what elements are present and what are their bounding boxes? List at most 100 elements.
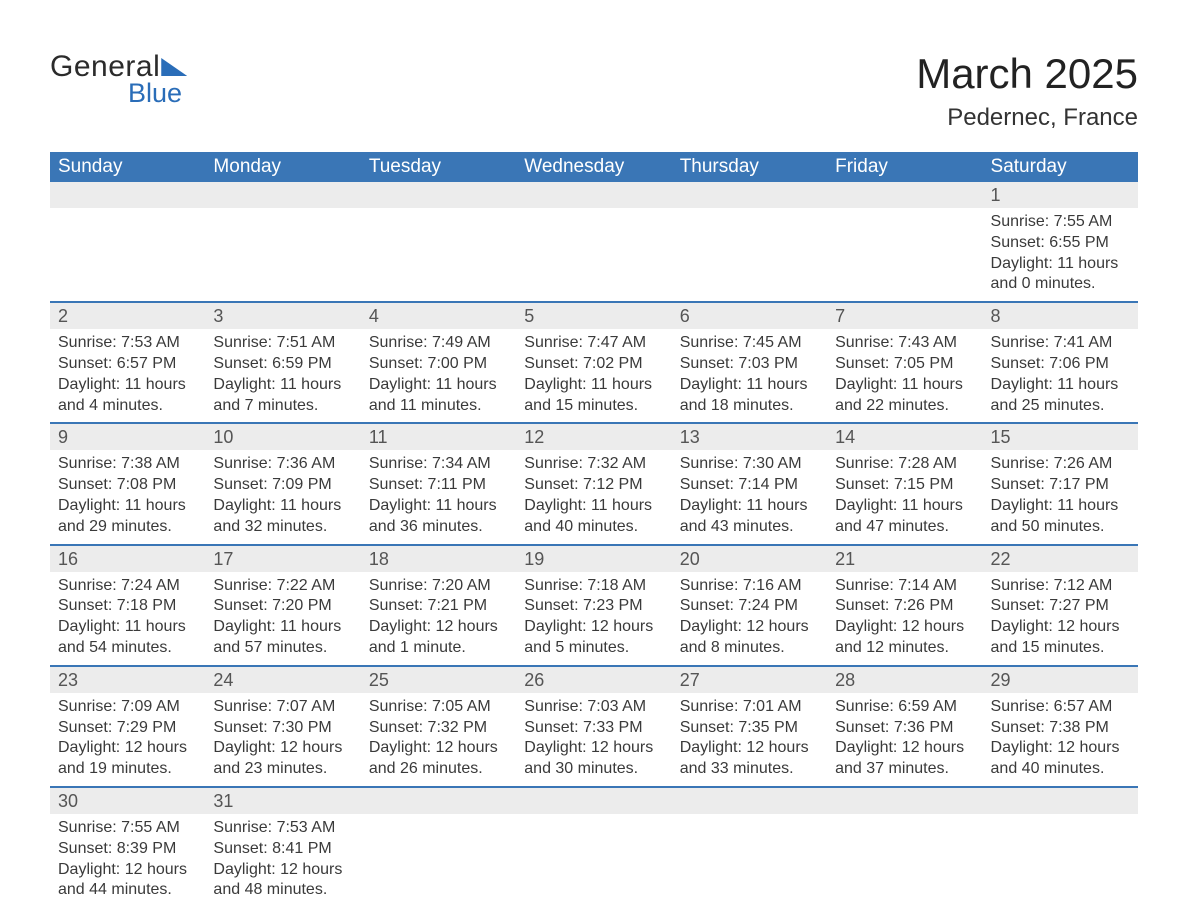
day-number-bar (827, 182, 982, 208)
daylight-line: Daylight: 11 hours and 22 minutes. (835, 375, 974, 417)
day-number-bar: 8 (983, 301, 1138, 329)
sunrise-line: Sunrise: 7:16 AM (680, 576, 819, 597)
sunset-line: Sunset: 6:57 PM (58, 354, 197, 375)
day-number-bar (50, 182, 205, 208)
day-number-bar: 3 (205, 301, 360, 329)
day-details: Sunrise: 7:09 AMSunset: 7:29 PMDaylight:… (50, 693, 205, 786)
daylight-line: Daylight: 12 hours and 19 minutes. (58, 738, 197, 780)
sunset-line: Sunset: 7:09 PM (213, 475, 352, 496)
daylight-line: Daylight: 11 hours and 29 minutes. (58, 496, 197, 538)
day-details: Sunrise: 6:57 AMSunset: 7:38 PMDaylight:… (983, 693, 1138, 786)
sunset-line: Sunset: 7:08 PM (58, 475, 197, 496)
daylight-line: Daylight: 11 hours and 36 minutes. (369, 496, 508, 538)
day-number-bar: 26 (516, 665, 671, 693)
sunset-line: Sunset: 7:29 PM (58, 718, 197, 739)
sunrise-line: Sunrise: 7:53 AM (58, 333, 197, 354)
day-details: Sunrise: 7:20 AMSunset: 7:21 PMDaylight:… (361, 572, 516, 665)
sunset-line: Sunset: 7:38 PM (991, 718, 1130, 739)
sunset-line: Sunset: 6:59 PM (213, 354, 352, 375)
calendar-cell: 18Sunrise: 7:20 AMSunset: 7:21 PMDayligh… (361, 544, 516, 665)
calendar-cell: 9Sunrise: 7:38 AMSunset: 7:08 PMDaylight… (50, 422, 205, 543)
calendar-cell: 24Sunrise: 7:07 AMSunset: 7:30 PMDayligh… (205, 665, 360, 786)
day-number-bar: 24 (205, 665, 360, 693)
day-details: Sunrise: 7:05 AMSunset: 7:32 PMDaylight:… (361, 693, 516, 786)
calendar-cell: 10Sunrise: 7:36 AMSunset: 7:09 PMDayligh… (205, 422, 360, 543)
calendar-cell: 5Sunrise: 7:47 AMSunset: 7:02 PMDaylight… (516, 301, 671, 422)
day-number-bar: 17 (205, 544, 360, 572)
sunrise-line: Sunrise: 7:03 AM (524, 697, 663, 718)
calendar-cell: 27Sunrise: 7:01 AMSunset: 7:35 PMDayligh… (672, 665, 827, 786)
day-number-bar: 7 (827, 301, 982, 329)
day-details: Sunrise: 7:24 AMSunset: 7:18 PMDaylight:… (50, 572, 205, 665)
calendar-cell (516, 786, 671, 907)
logo-triangle-icon (161, 58, 187, 76)
sunset-line: Sunset: 7:26 PM (835, 596, 974, 617)
sunset-line: Sunset: 7:32 PM (369, 718, 508, 739)
sunset-line: Sunset: 7:12 PM (524, 475, 663, 496)
day-details: Sunrise: 7:01 AMSunset: 7:35 PMDaylight:… (672, 693, 827, 786)
calendar-cell: 8Sunrise: 7:41 AMSunset: 7:06 PMDaylight… (983, 301, 1138, 422)
day-details: Sunrise: 7:12 AMSunset: 7:27 PMDaylight:… (983, 572, 1138, 665)
day-details (516, 814, 671, 824)
day-details: Sunrise: 7:30 AMSunset: 7:14 PMDaylight:… (672, 450, 827, 543)
daylight-line: Daylight: 12 hours and 23 minutes. (213, 738, 352, 780)
day-details: Sunrise: 7:03 AMSunset: 7:33 PMDaylight:… (516, 693, 671, 786)
day-details: Sunrise: 7:55 AMSunset: 6:55 PMDaylight:… (983, 208, 1138, 301)
sunrise-line: Sunrise: 7:01 AM (680, 697, 819, 718)
sunrise-line: Sunrise: 7:22 AM (213, 576, 352, 597)
day-details (672, 814, 827, 824)
sunset-line: Sunset: 7:14 PM (680, 475, 819, 496)
calendar-cell (827, 182, 982, 301)
sunrise-line: Sunrise: 7:45 AM (680, 333, 819, 354)
day-number-bar (361, 786, 516, 814)
daylight-line: Daylight: 12 hours and 30 minutes. (524, 738, 663, 780)
daylight-line: Daylight: 11 hours and 25 minutes. (991, 375, 1130, 417)
sunset-line: Sunset: 7:35 PM (680, 718, 819, 739)
day-details: Sunrise: 7:14 AMSunset: 7:26 PMDaylight:… (827, 572, 982, 665)
day-number-bar: 23 (50, 665, 205, 693)
day-number-bar: 12 (516, 422, 671, 450)
daylight-line: Daylight: 11 hours and 40 minutes. (524, 496, 663, 538)
day-details: Sunrise: 7:38 AMSunset: 7:08 PMDaylight:… (50, 450, 205, 543)
day-details: Sunrise: 7:28 AMSunset: 7:15 PMDaylight:… (827, 450, 982, 543)
sunrise-line: Sunrise: 6:57 AM (991, 697, 1130, 718)
weekday-header: Friday (827, 152, 982, 182)
calendar-cell (672, 786, 827, 907)
sunrise-line: Sunrise: 7:43 AM (835, 333, 974, 354)
day-details: Sunrise: 7:53 AMSunset: 6:57 PMDaylight:… (50, 329, 205, 422)
sunset-line: Sunset: 7:02 PM (524, 354, 663, 375)
day-number-bar: 27 (672, 665, 827, 693)
day-number-bar: 20 (672, 544, 827, 572)
sunrise-line: Sunrise: 7:24 AM (58, 576, 197, 597)
day-number-bar: 9 (50, 422, 205, 450)
daylight-line: Daylight: 12 hours and 5 minutes. (524, 617, 663, 659)
weekday-header: Thursday (672, 152, 827, 182)
page-title: March 2025 (916, 50, 1138, 98)
daylight-line: Daylight: 11 hours and 18 minutes. (680, 375, 819, 417)
day-number-bar: 22 (983, 544, 1138, 572)
daylight-line: Daylight: 12 hours and 1 minute. (369, 617, 508, 659)
calendar-cell (672, 182, 827, 301)
daylight-line: Daylight: 11 hours and 47 minutes. (835, 496, 974, 538)
day-number-bar: 18 (361, 544, 516, 572)
day-number-bar: 29 (983, 665, 1138, 693)
calendar-cell: 26Sunrise: 7:03 AMSunset: 7:33 PMDayligh… (516, 665, 671, 786)
sunrise-line: Sunrise: 7:36 AM (213, 454, 352, 475)
sunrise-line: Sunrise: 7:05 AM (369, 697, 508, 718)
daylight-line: Daylight: 11 hours and 0 minutes. (991, 254, 1130, 296)
day-number-bar (983, 786, 1138, 814)
day-details: Sunrise: 7:53 AMSunset: 8:41 PMDaylight:… (205, 814, 360, 907)
sunset-line: Sunset: 7:18 PM (58, 596, 197, 617)
sunrise-line: Sunrise: 7:41 AM (991, 333, 1130, 354)
day-number-bar (672, 786, 827, 814)
daylight-line: Daylight: 11 hours and 32 minutes. (213, 496, 352, 538)
day-details: Sunrise: 7:49 AMSunset: 7:00 PMDaylight:… (361, 329, 516, 422)
calendar-cell: 22Sunrise: 7:12 AMSunset: 7:27 PMDayligh… (983, 544, 1138, 665)
daylight-line: Daylight: 12 hours and 37 minutes. (835, 738, 974, 780)
sunset-line: Sunset: 7:20 PM (213, 596, 352, 617)
day-number-bar: 25 (361, 665, 516, 693)
daylight-line: Daylight: 12 hours and 8 minutes. (680, 617, 819, 659)
sunset-line: Sunset: 7:03 PM (680, 354, 819, 375)
sunset-line: Sunset: 7:17 PM (991, 475, 1130, 496)
day-details: Sunrise: 7:45 AMSunset: 7:03 PMDaylight:… (672, 329, 827, 422)
